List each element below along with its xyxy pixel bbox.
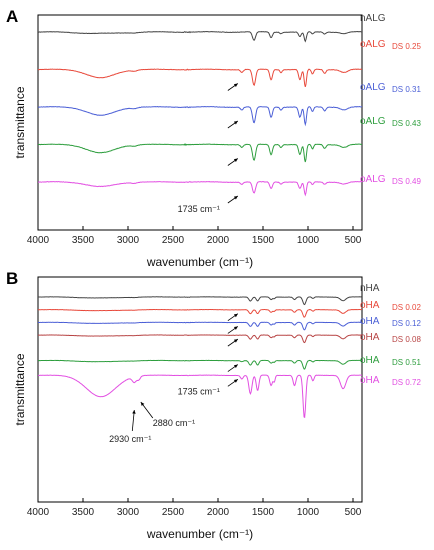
x-tick-label: 500 (345, 507, 362, 518)
x-tick-label: 2000 (207, 235, 230, 246)
x-tick-label: 2500 (162, 235, 185, 246)
annotation-arrow (227, 158, 239, 166)
series-ds-label: DS 0.25 (392, 42, 421, 51)
x-tick-label: 2500 (162, 507, 185, 518)
annotations-a: 1735 cm⁻¹ (178, 83, 239, 214)
annotation-arrow (131, 409, 136, 432)
annotation-arrow (227, 313, 239, 322)
annotation-arrow (227, 120, 239, 129)
annotation-label: 2880 cm⁻¹ (153, 418, 195, 428)
x-ticks-a: 4000 3500 3000 2500 2000 1500 1000 500 (27, 226, 362, 246)
x-tick-label: 1000 (297, 507, 320, 518)
x-tick-label: 3500 (72, 235, 95, 246)
y-axis-title-b: transmittance (13, 353, 27, 425)
series-ds-label: DS 0.12 (392, 319, 421, 328)
series-labels-b: nHA oHA DS 0.02 oHA DS 0.12 oHA DS 0.08 oHA DS 0… (360, 283, 421, 387)
x-tick-label: 3500 (72, 507, 95, 518)
x-tick-label: 2000 (207, 507, 230, 518)
x-tick-label: 3000 (117, 235, 140, 246)
series-name-label: nHA (360, 283, 380, 294)
series-ds-label: DS 0.31 (392, 85, 421, 94)
series-name-label: oALG (360, 82, 386, 93)
series-ds-label: DS 0.08 (392, 335, 421, 344)
plot-frame-b (37, 276, 363, 503)
series-ds-label: DS 0.72 (392, 378, 421, 387)
x-tick-label: 500 (345, 235, 362, 246)
series-line (37, 321, 363, 331)
series-line (37, 105, 363, 127)
series-name-label: oHA (360, 300, 380, 311)
series-name-label: oHA (360, 355, 380, 366)
series-name-label: oHA (360, 375, 380, 386)
series-group-b (37, 296, 363, 419)
series-group-a (37, 31, 363, 197)
series-name-label: oALG (360, 174, 386, 185)
annotation-arrow (227, 364, 239, 372)
x-axis-title-b: wavenumber (cm⁻¹) (146, 527, 253, 541)
series-name-label: oALG (360, 116, 386, 127)
x-tick-label: 1500 (252, 235, 275, 246)
x-tick-label: 1500 (252, 507, 275, 518)
series-line (37, 334, 363, 344)
annotation-label: 2930 cm⁻¹ (109, 434, 151, 444)
panel-b: B transmittance wavenumber (cm⁻¹) 4000 35… (6, 269, 421, 541)
x-tick-label: 3000 (117, 507, 140, 518)
series-line (37, 359, 363, 370)
series-line (38, 31, 363, 43)
series-line (37, 143, 363, 163)
y-axis-title-a: transmittance (13, 86, 27, 158)
series-line (37, 68, 363, 88)
series-line (37, 374, 363, 419)
series-labels-a: nALG oALG DS 0.25 oALG DS 0.31 oALG DS 0.43 oAL… (360, 13, 421, 186)
series-ds-label: DS 0.02 (392, 303, 421, 312)
panel-letter-a: A (6, 7, 18, 26)
series-name-label: nALG (360, 13, 386, 24)
x-ticks-b: 4000 3500 3000 2500 2000 1500 1000 500 (27, 498, 362, 518)
annotation-label: 1735 cm⁻¹ (178, 386, 220, 396)
annotation-arrow (227, 326, 239, 334)
series-ds-label: DS 0.49 (392, 177, 421, 186)
x-axis-title-a: wavenumber (cm⁻¹) (146, 255, 253, 269)
series-name-label: oHA (360, 332, 380, 343)
annotation-label: 1735 cm⁻¹ (178, 204, 220, 214)
annotation-arrow (227, 195, 239, 204)
series-line (37, 296, 363, 306)
panel-letter-b: B (6, 269, 18, 288)
x-tick-label: 1000 (297, 235, 320, 246)
annotation-arrow (227, 378, 239, 387)
series-name-label: oALG (360, 39, 386, 50)
plot-frame-a (37, 14, 363, 231)
x-tick-label: 4000 (27, 235, 50, 246)
series-name-label: oHA (360, 316, 380, 327)
series-line (37, 181, 363, 197)
x-tick-label: 4000 (27, 507, 50, 518)
series-line (37, 308, 363, 318)
series-ds-label: DS 0.51 (392, 358, 421, 367)
annotation-arrow (140, 401, 154, 419)
series-ds-label: DS 0.43 (392, 119, 421, 128)
panel-a: A transmittance wavenumber (cm⁻¹) 4000 35… (6, 7, 421, 269)
annotation-arrow (227, 338, 239, 347)
annotation-arrow (227, 83, 239, 91)
